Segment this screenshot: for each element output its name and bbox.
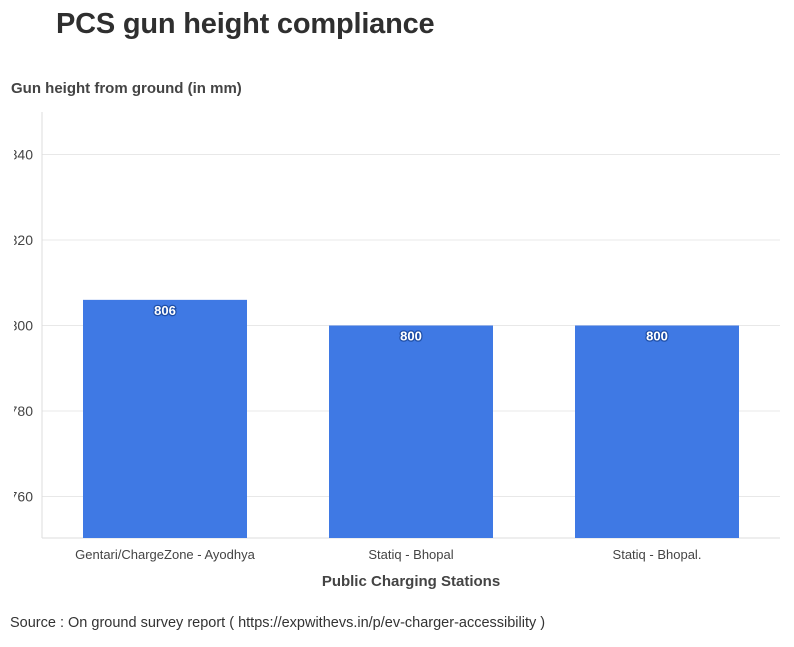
x-tick-label: Gentari/ChargeZone - Ayodhya — [75, 547, 255, 562]
y-axis-title: Gun height from ground (in mm) — [11, 80, 242, 97]
y-tick-label: 840 — [10, 147, 34, 163]
y-tick-label: 780 — [10, 403, 34, 419]
data-label: 800 — [400, 329, 422, 344]
x-tick-label: Statiq - Bhopal — [368, 547, 453, 562]
data-label: 806 — [154, 303, 176, 318]
y-tick-label: 820 — [10, 232, 34, 248]
chart-title: PCS gun height compliance — [56, 8, 435, 40]
data-labels: 806 800 800 — [153, 302, 669, 345]
x-axis-title: Public Charging Stations — [322, 573, 500, 590]
bar — [83, 299, 247, 538]
x-tick-label: Statiq - Bhopal. — [613, 547, 702, 562]
y-tick-label: 760 — [10, 489, 34, 505]
bar — [575, 325, 739, 538]
x-tick-labels: Gentari/ChargeZone - Ayodhya Statiq - Bho… — [75, 547, 701, 562]
data-label: 800 — [646, 329, 668, 344]
source-note: Source : On ground survey report ( https… — [10, 615, 546, 631]
bar-chart: 760 780 800 820 840 806 800 800 Gentari/Charge… — [10, 112, 780, 590]
y-tick-label: 800 — [10, 318, 34, 334]
bars — [83, 299, 739, 538]
y-tick-labels: 760 780 800 820 840 — [10, 147, 34, 505]
bar — [329, 325, 493, 538]
